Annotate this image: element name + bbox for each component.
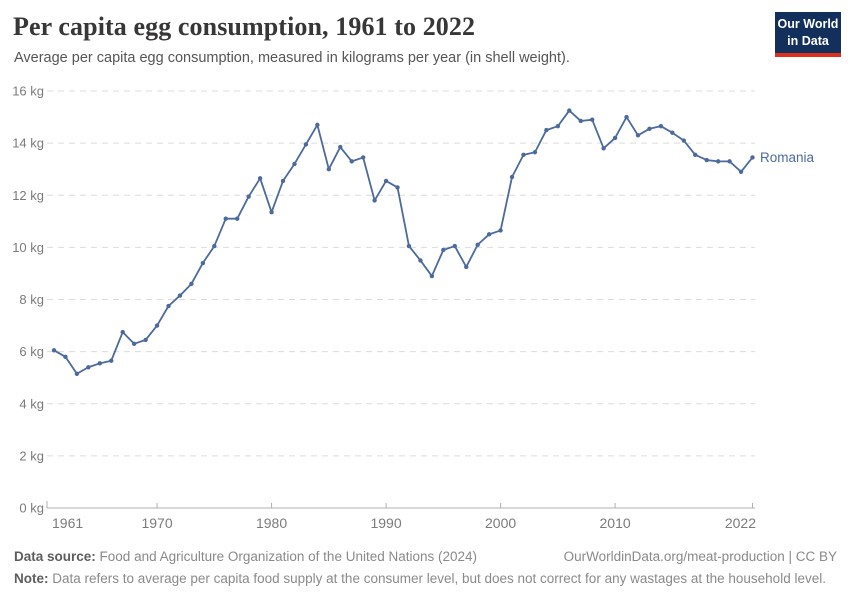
- data-point[interactable]: [349, 159, 354, 164]
- data-point[interactable]: [521, 152, 526, 158]
- data-point[interactable]: [246, 194, 251, 199]
- data-point[interactable]: [452, 243, 457, 249]
- data-point[interactable]: [704, 157, 709, 163]
- data-point[interactable]: [681, 138, 686, 143]
- data-point[interactable]: [441, 247, 446, 253]
- data-point[interactable]: [74, 371, 80, 376]
- y-axis-tick-label: 4 kg: [19, 396, 44, 411]
- footer-citation-link[interactable]: OurWorldinData.org/meat-production | CC …: [563, 549, 837, 564]
- data-point[interactable]: [693, 152, 698, 158]
- data-point[interactable]: [567, 108, 572, 113]
- data-point[interactable]: [589, 117, 595, 122]
- y-axis-tick-label: 8 kg: [19, 292, 44, 307]
- data-point[interactable]: [292, 161, 297, 167]
- data-point[interactable]: [189, 281, 194, 287]
- chart-footer: Data source: Food and Agriculture Organi…: [14, 546, 837, 591]
- data-point[interactable]: [269, 209, 274, 215]
- data-point[interactable]: [235, 216, 240, 221]
- data-point[interactable]: [109, 358, 114, 363]
- data-point[interactable]: [63, 354, 68, 360]
- data-point[interactable]: [154, 323, 160, 328]
- data-point[interactable]: [97, 361, 103, 366]
- data-point[interactable]: [750, 155, 755, 160]
- owid-logo-red-bar: [775, 53, 841, 57]
- x-axis-tick-label: 1961: [52, 515, 83, 531]
- data-point[interactable]: [257, 176, 263, 181]
- data-point[interactable]: [406, 243, 412, 249]
- data-point[interactable]: [143, 337, 148, 343]
- data-point[interactable]: [86, 365, 91, 370]
- data-point[interactable]: [200, 260, 206, 266]
- data-point[interactable]: [315, 122, 320, 128]
- x-axis-tick-label: 2022: [725, 515, 756, 531]
- y-axis-tick-label: 10 kg: [12, 240, 44, 255]
- data-point[interactable]: [372, 198, 377, 203]
- data-point[interactable]: [624, 114, 629, 120]
- data-point[interactable]: [223, 216, 228, 221]
- footer-note-text: Data refers to average per capita food s…: [52, 571, 826, 587]
- y-axis-tick-label: 2 kg: [19, 448, 44, 463]
- data-point[interactable]: [120, 329, 125, 335]
- y-axis-tick-label: 0 kg: [19, 501, 44, 516]
- y-axis-tick-label: 12 kg: [12, 188, 44, 203]
- y-axis-tick-label: 16 kg: [12, 84, 44, 99]
- data-point[interactable]: [360, 155, 366, 160]
- data-point[interactable]: [464, 264, 469, 270]
- y-axis-tick-label: 14 kg: [12, 136, 44, 151]
- owid-logo-line1: Our World: [777, 17, 839, 32]
- data-point[interactable]: [395, 185, 400, 190]
- x-axis-tick-label: 1990: [370, 515, 401, 531]
- data-point[interactable]: [715, 159, 721, 164]
- data-point[interactable]: [578, 118, 583, 124]
- data-source-line: Data source: Food and Agriculture Organi…: [14, 546, 477, 568]
- data-point[interactable]: [212, 243, 217, 249]
- owid-logo-line2: in Data: [787, 33, 829, 48]
- data-point[interactable]: [280, 178, 286, 184]
- data-source-text: Food and Agriculture Organization of the…: [99, 549, 478, 564]
- x-axis-tick-label: 1980: [256, 515, 287, 531]
- data-point[interactable]: [532, 150, 538, 155]
- series-label-romania[interactable]: Romania: [760, 150, 815, 165]
- chart-subtitle: Average per capita egg consumption, meas…: [14, 50, 570, 66]
- data-point[interactable]: [509, 174, 515, 180]
- data-point[interactable]: [303, 142, 309, 147]
- data-source-label: Data source:: [14, 549, 96, 564]
- data-point[interactable]: [486, 232, 492, 237]
- data-point[interactable]: [555, 123, 561, 129]
- data-point[interactable]: [338, 144, 343, 150]
- data-point[interactable]: [383, 178, 389, 184]
- data-point[interactable]: [326, 166, 332, 172]
- y-axis-tick-label: 6 kg: [19, 344, 44, 359]
- data-point[interactable]: [727, 159, 732, 164]
- data-point[interactable]: [658, 123, 664, 129]
- data-point[interactable]: [429, 273, 435, 279]
- data-point[interactable]: [612, 135, 618, 141]
- romania-line: [53, 109, 754, 375]
- data-point[interactable]: [498, 228, 503, 233]
- data-point[interactable]: [670, 130, 675, 135]
- page-title: Per capita egg consumption, 1961 to 2022: [13, 12, 476, 41]
- data-point[interactable]: [647, 126, 652, 131]
- data-point[interactable]: [177, 293, 183, 298]
- data-point[interactable]: [635, 133, 641, 138]
- data-point[interactable]: [738, 169, 744, 174]
- x-axis-tick-label: 2000: [485, 515, 516, 531]
- data-point[interactable]: [166, 303, 171, 309]
- footer-note-label: Note:: [14, 571, 49, 587]
- data-point[interactable]: [51, 348, 57, 353]
- data-point[interactable]: [131, 341, 137, 347]
- x-axis-tick-label: 2010: [600, 515, 631, 531]
- data-point[interactable]: [544, 127, 549, 133]
- line-chart[interactable]: 0 kg 2 kg 4 kg 6 kg 8 kg 10 kg 12 kg 14 kg 16 kg…: [0, 75, 850, 540]
- data-point[interactable]: [418, 258, 423, 263]
- data-point[interactable]: [475, 242, 480, 247]
- footer-note-line: Note: Data refers to average per capita …: [14, 568, 837, 590]
- data-point[interactable]: [601, 146, 606, 151]
- owid-logo[interactable]: Our World in Data: [775, 12, 841, 57]
- x-axis-tick-label: 1970: [141, 515, 172, 531]
